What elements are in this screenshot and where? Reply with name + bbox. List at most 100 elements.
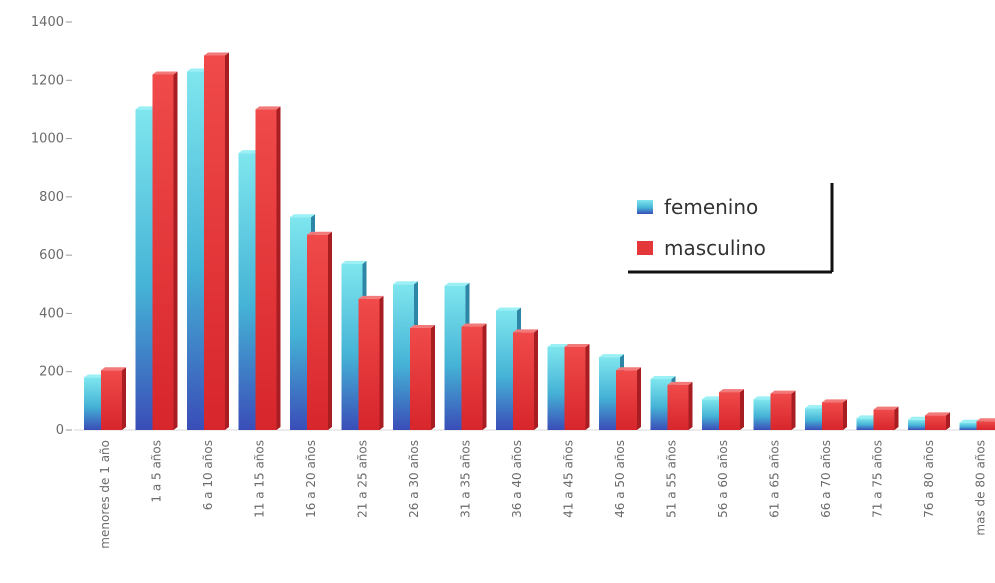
bar-top (925, 412, 950, 415)
x-tick-label: 41 a 45 años (562, 440, 576, 518)
x-tick-label: 1 a 5 años (150, 440, 164, 503)
x-tick-label: 11 a 15 años (253, 440, 267, 518)
bar-top (977, 418, 995, 421)
bar-side (534, 329, 538, 430)
bar-front (153, 74, 174, 430)
x-tick-label: 56 a 60 años (716, 440, 730, 518)
x-tick-label: menores de 1 año (98, 440, 112, 549)
bar-masculino (925, 412, 950, 430)
bar-top (410, 325, 435, 328)
bar-top (256, 106, 281, 109)
legend-label-masculino: masculino (664, 236, 766, 260)
bar-front (462, 327, 483, 430)
bar-front (977, 421, 995, 430)
bar-front (204, 56, 225, 430)
y-tick-label: 1000 (31, 132, 64, 147)
x-tick-label: 36 a 40 años (510, 440, 524, 518)
bar-side (277, 106, 281, 430)
bar-top (616, 367, 641, 370)
bar-side (380, 296, 384, 430)
bar-front (925, 415, 946, 430)
y-tick-label: 0 (56, 423, 64, 438)
bar-masculino (256, 106, 281, 430)
bar-side (174, 71, 178, 430)
bar-top (290, 214, 315, 217)
bar-front (307, 235, 328, 430)
y-tick-label: 400 (39, 306, 64, 321)
x-tick-label: 51 a 55 años (665, 440, 679, 518)
legend-swatch-masculino (637, 241, 653, 255)
bar-side (689, 382, 693, 430)
x-tick-label: mas de 80 años (974, 440, 988, 536)
bar-masculino (771, 391, 796, 430)
bar-front (668, 385, 689, 430)
bar-side (122, 367, 126, 430)
y-tick-label: 600 (39, 248, 64, 263)
bar-front (256, 109, 277, 430)
bar-top (496, 308, 521, 311)
x-tick-label: 61 a 65 años (768, 440, 782, 518)
bar-top (651, 376, 676, 379)
bar-masculino (719, 389, 744, 430)
bar-side (740, 389, 744, 430)
bar-front (719, 392, 740, 430)
bar-top (719, 389, 744, 392)
bar-top (445, 283, 470, 286)
bar-side (792, 391, 796, 430)
legend: femenino masculino (628, 183, 832, 272)
legend-swatch-femenino (637, 200, 653, 214)
x-tick-label: 16 a 20 años (304, 440, 318, 518)
bar-top (101, 367, 126, 370)
x-tick-label: 31 a 35 años (459, 440, 473, 518)
bar-top (393, 281, 418, 284)
bar-front (822, 402, 843, 430)
bar-masculino (874, 407, 899, 430)
bar-masculino (513, 329, 538, 430)
bar-top (153, 71, 178, 74)
bar-side (586, 344, 590, 430)
bar-front (874, 410, 895, 430)
bar-top (599, 354, 624, 357)
bar-top (771, 391, 796, 394)
bar-top (307, 232, 332, 235)
bar-top (874, 407, 899, 410)
bar-front (410, 328, 431, 430)
bar-masculino (101, 367, 126, 430)
bar-masculino (410, 325, 435, 430)
bar-side (637, 367, 641, 430)
bar-masculino (822, 399, 847, 430)
x-tick-label: 71 a 75 años (871, 440, 885, 518)
bar-front (101, 370, 122, 430)
x-tick-label: 21 a 25 años (356, 440, 370, 518)
bar-masculino (359, 296, 384, 430)
bar-side (225, 53, 229, 430)
bar-top (513, 329, 538, 332)
bar-top (204, 53, 229, 56)
bar-top (462, 324, 487, 327)
bar-side (843, 399, 847, 430)
bar-top (822, 399, 847, 402)
x-tick-label: 76 a 80 años (922, 440, 936, 518)
bar-side (895, 407, 899, 430)
bar-masculino (616, 367, 641, 430)
bar-masculino (565, 344, 590, 430)
x-tick-label: 6 a 10 años (201, 440, 215, 510)
y-tick-label: 1400 (31, 15, 64, 30)
bar-masculino (204, 53, 229, 430)
bar-front (771, 394, 792, 430)
bar-top (359, 296, 384, 299)
bar-side (431, 325, 435, 430)
bar-top (565, 344, 590, 347)
bar-front (565, 347, 586, 430)
bar-masculino (462, 324, 487, 430)
x-tick-label: 66 a 70 años (819, 440, 833, 518)
y-tick-label: 800 (39, 190, 64, 205)
bar-front (359, 299, 380, 430)
bar-top (668, 382, 693, 385)
bar-masculino (977, 418, 995, 430)
y-tick-label: 200 (39, 365, 64, 380)
bar-side (483, 324, 487, 430)
x-tick-label: 26 a 30 años (407, 440, 421, 518)
